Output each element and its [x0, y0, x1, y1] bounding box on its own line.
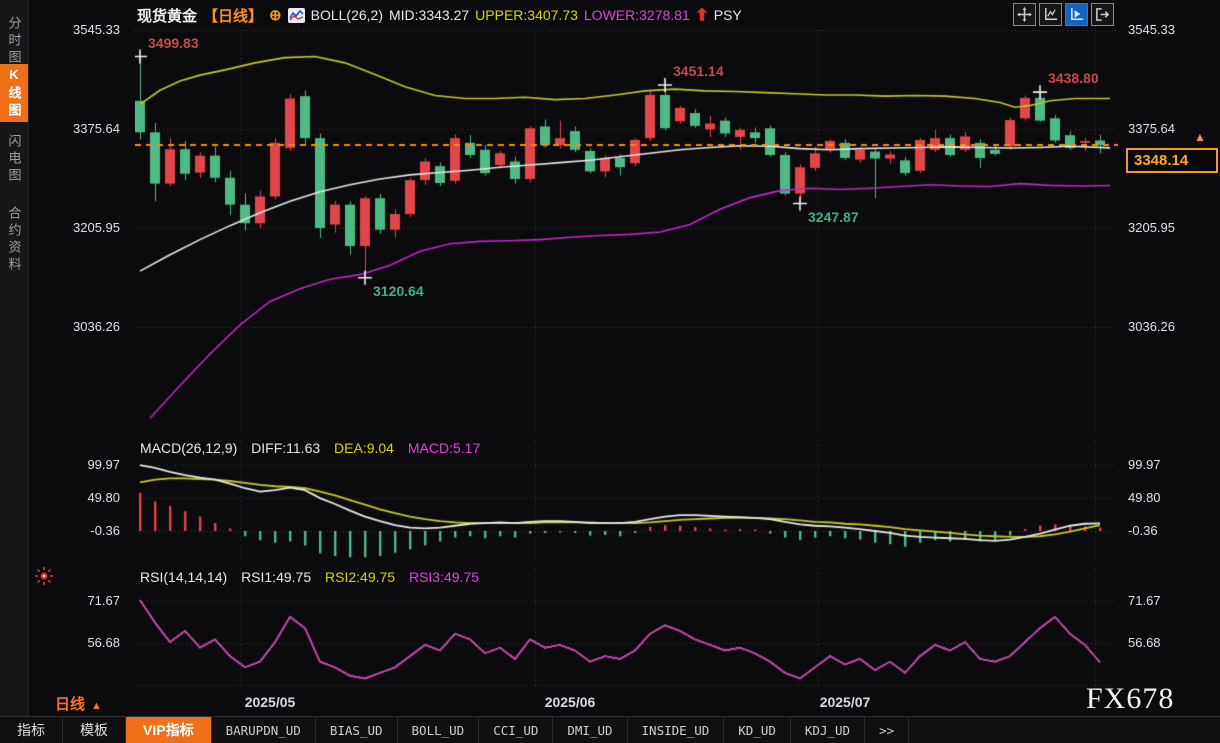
axis-label: 3205.95: [73, 220, 120, 235]
sidebar: 分时图 K线图闪电图合约资料: [0, 0, 29, 743]
boll-upper-value: UPPER:3407.73: [475, 7, 578, 23]
tab-kdj_ud[interactable]: KDJ_UD: [791, 717, 866, 743]
axis-label: 71.67: [1128, 593, 1161, 608]
high-price-annotation: 3499.83: [148, 34, 199, 51]
low-price-annotation: 3247.87: [808, 208, 859, 225]
period-label: 日线: [55, 696, 86, 713]
axis-label: 71.67: [87, 593, 120, 608]
xaxis-label-june: 2025/06: [544, 694, 596, 710]
tab-barupdn_ud[interactable]: BARUPDN_UD: [212, 717, 316, 743]
xaxis-label-july: 2025/07: [819, 694, 871, 710]
axis-labels-right: 3545.33 3375.64 3205.95 3036.26 99.97 49.80 -0…: [1126, 0, 1220, 700]
chart-play-icon[interactable]: [1065, 3, 1088, 26]
axis-label: 49.80: [87, 490, 120, 506]
macd-dea-value: DEA:9.04: [334, 440, 394, 456]
macd-value: MACD:5.17: [407, 440, 481, 456]
axis-label: 3545.33: [73, 22, 120, 37]
chart-header: 现货黄金 【日线】 ⊕ BOLL(26,2) MID:3343.27 UPPER…: [137, 4, 748, 26]
axis-label: 3375.64: [73, 121, 120, 136]
psy-label: PSY: [713, 7, 742, 23]
indicator-name: BOLL(26,2): [310, 7, 383, 23]
mini-chart-icon: [287, 7, 305, 23]
tab-vip[interactable]: VIP指标: [126, 717, 212, 743]
axis-labels-left: 3545.33 3375.64 3205.95 3036.26 99.97 49.80 -0…: [28, 0, 128, 700]
sidebar-item-1[interactable]: K线图: [0, 64, 28, 122]
exit-icon[interactable]: [1091, 3, 1114, 26]
axis-label: 99.97: [1128, 457, 1161, 473]
axis-label: 3205.95: [1128, 220, 1175, 235]
macd-title: MACD(26,12,9): [140, 440, 238, 456]
axis-label: 49.80: [1128, 490, 1161, 506]
rsi-panel-title: RSI(14,14,14) RSI1:49.75 RSI2:49.75 RSI3…: [140, 569, 489, 585]
axis-label: 56.68: [87, 635, 120, 650]
axis-label: 3375.64: [1128, 121, 1175, 136]
indicator-tabbar: 指标 模板 VIP指标 BARUPDN_UD BIAS_UD BOLL_UD CCI_UD D…: [0, 716, 1220, 743]
rsi2-value: RSI2:49.75: [325, 569, 396, 585]
tab->>[interactable]: >>: [865, 717, 910, 743]
tab-kd_ud[interactable]: KD_UD: [724, 717, 791, 743]
sidebar-item-0[interactable]: 分时图: [6, 15, 22, 67]
axis-label: 99.97: [87, 457, 120, 473]
tab-cci_ud[interactable]: CCI_UD: [479, 717, 554, 743]
period-tag[interactable]: 【日线】: [203, 7, 264, 25]
axis-label: -0.36: [1128, 523, 1158, 539]
chart-axes-icon[interactable]: [1039, 3, 1062, 26]
add-indicator-icon[interactable]: ⊕: [269, 7, 282, 24]
current-price-badge: 3348.14: [1126, 148, 1218, 173]
tab-dmi_ud[interactable]: DMI_UD: [553, 717, 628, 743]
price-up-arrow-icon: ▲: [1194, 130, 1206, 144]
tab-boll_ud[interactable]: BOLL_UD: [398, 717, 480, 743]
boll-lower-value: LOWER:3278.81: [583, 7, 690, 23]
xaxis-label-may: 2025/05: [244, 694, 296, 710]
low-price-annotation: 3120.64: [373, 282, 424, 299]
axis-label: 3545.33: [1128, 22, 1175, 37]
axis-label: 3036.26: [73, 319, 120, 334]
record-blink-icon: [34, 566, 54, 586]
tab-[interactable]: 模板: [63, 717, 126, 743]
macd-chart-canvas[interactable]: [135, 440, 1118, 562]
axis-label: 56.68: [1128, 635, 1161, 650]
period-selector[interactable]: 日线 ▲: [55, 693, 102, 714]
pan-crosshair-icon[interactable]: [1013, 3, 1036, 26]
sidebar-item-3[interactable]: 合约资料: [6, 206, 22, 274]
rsi-chart-canvas[interactable]: [135, 568, 1118, 690]
rsi1-value: RSI1:49.75: [241, 569, 312, 585]
price-chart-canvas[interactable]: [135, 30, 1118, 434]
high-price-annotation: 3438.80: [1048, 70, 1099, 87]
watermark-logo: FX678: [1086, 682, 1175, 715]
high-price-annotation: 3451.14: [673, 62, 724, 79]
tab-bias_ud[interactable]: BIAS_UD: [316, 717, 398, 743]
rsi-title: RSI(14,14,14): [140, 569, 228, 585]
macd-diff-value: DIFF:11.63: [251, 440, 321, 456]
tab-inside_ud[interactable]: INSIDE_UD: [628, 717, 725, 743]
axis-label: 3036.26: [1128, 319, 1175, 334]
symbol-name: 现货黄金: [137, 7, 198, 25]
boll-mid-value: MID:3343.27: [388, 7, 470, 23]
up-arrow-icon: [694, 5, 709, 24]
macd-panel-title: MACD(26,12,9) DIFF:11.63 DEA:9.04 MACD:5…: [140, 440, 490, 456]
chevron-up-icon: ▲: [91, 700, 102, 712]
chart-toolbar: [1013, 3, 1114, 26]
tab-[interactable]: 指标: [0, 717, 63, 743]
axis-label: -0.36: [90, 523, 120, 539]
sidebar-item-2[interactable]: 闪电图: [6, 133, 22, 185]
rsi3-value: RSI3:49.75: [408, 569, 480, 585]
